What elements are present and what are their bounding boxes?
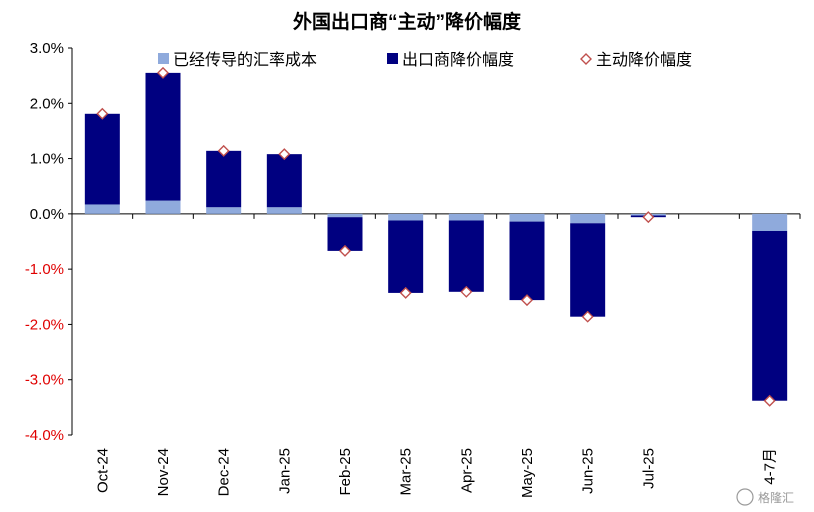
- y-tick-label: -4.0%: [25, 427, 64, 444]
- bar-exchange-cost: [327, 213, 363, 218]
- y-tick-label: 1.0%: [30, 151, 64, 168]
- y-tick-label: 2.0%: [30, 95, 64, 112]
- marker-active-price-cut: [642, 211, 655, 224]
- y-tick-label: 3.0%: [30, 40, 64, 57]
- bar-exchange-cost: [206, 207, 242, 214]
- x-tick-label: Feb-25: [337, 448, 354, 496]
- bar-exporter-price-cut: [570, 223, 606, 317]
- marker-active-price-cut: [278, 148, 291, 161]
- y-tick-label: -2.0%: [25, 316, 64, 333]
- bar-exporter-price-cut: [145, 72, 181, 201]
- marker-active-price-cut: [399, 286, 412, 299]
- x-tick-label: Jul-25: [640, 448, 657, 489]
- watermark-logo-icon: [736, 488, 754, 506]
- marker-active-price-cut: [521, 294, 533, 307]
- bars: [84, 72, 788, 401]
- marker-active-price-cut: [460, 285, 473, 298]
- x-tick-label: Oct-24: [94, 448, 111, 493]
- y-tick-label: -1.0%: [25, 261, 64, 278]
- marker-active-price-cut: [581, 310, 594, 323]
- x-tick-label: Mar-25: [398, 448, 415, 496]
- watermark: 格隆汇: [736, 488, 794, 506]
- bar-exchange-cost: [509, 213, 545, 222]
- bar-exporter-price-cut: [752, 230, 788, 401]
- markers: [96, 66, 776, 407]
- marker-active-price-cut: [763, 394, 776, 407]
- marker-active-price-cut: [339, 244, 351, 257]
- x-tick-label: May-25: [519, 448, 536, 498]
- bar-exchange-cost: [752, 213, 788, 231]
- x-tick-label: Apr-25: [458, 448, 475, 493]
- legend-label: 出口商降价幅度: [402, 51, 514, 69]
- y-tick-label: -3.0%: [25, 372, 64, 389]
- bar-exchange-cost: [266, 207, 302, 214]
- x-tick-label: Dec-24: [216, 448, 233, 496]
- legend: 已经传导的汇率成本 出口商降价幅度 主动降价幅度: [158, 51, 692, 69]
- marker-active-price-cut: [217, 144, 230, 157]
- chart-title: 外国出口商“主动”降价幅度: [293, 10, 522, 33]
- bar-exporter-price-cut: [84, 113, 120, 205]
- bar-exporter-price-cut: [509, 221, 545, 301]
- legend-swatch: [387, 53, 398, 64]
- legend-swatch: [158, 53, 169, 64]
- bar-exchange-cost: [388, 213, 424, 221]
- bar-exporter-price-cut: [448, 220, 484, 292]
- x-tick-label: 4-7月: [762, 448, 779, 485]
- marker-active-price-cut: [157, 66, 169, 79]
- bar-exchange-cost: [448, 213, 484, 221]
- marker-active-price-cut: [96, 107, 109, 120]
- x-tick-label: Jan-25: [276, 448, 293, 494]
- legend-label: 已经传导的汇率成本: [173, 51, 317, 69]
- bar-exporter-price-cut: [266, 154, 302, 208]
- y-tick-label: 0.0%: [30, 206, 64, 223]
- bar-exporter-price-cut: [206, 150, 242, 208]
- legend-label: 主动降价幅度: [596, 51, 692, 69]
- bar-exchange-cost: [570, 213, 606, 224]
- bar-exchange-cost: [145, 200, 181, 214]
- axes: 3.0% 2.0% 1.0% 0.0% -1.0% -2.0% -3.0% -4.0% Oct-…: [25, 40, 801, 498]
- x-tick-label: Nov-24: [155, 448, 172, 496]
- legend-swatch: [580, 53, 592, 65]
- x-tick-label: Jun-25: [580, 448, 597, 494]
- watermark-text: 格隆汇: [758, 490, 794, 505]
- bar-exchange-cost: [84, 204, 120, 214]
- bar-exporter-price-cut: [388, 220, 424, 293]
